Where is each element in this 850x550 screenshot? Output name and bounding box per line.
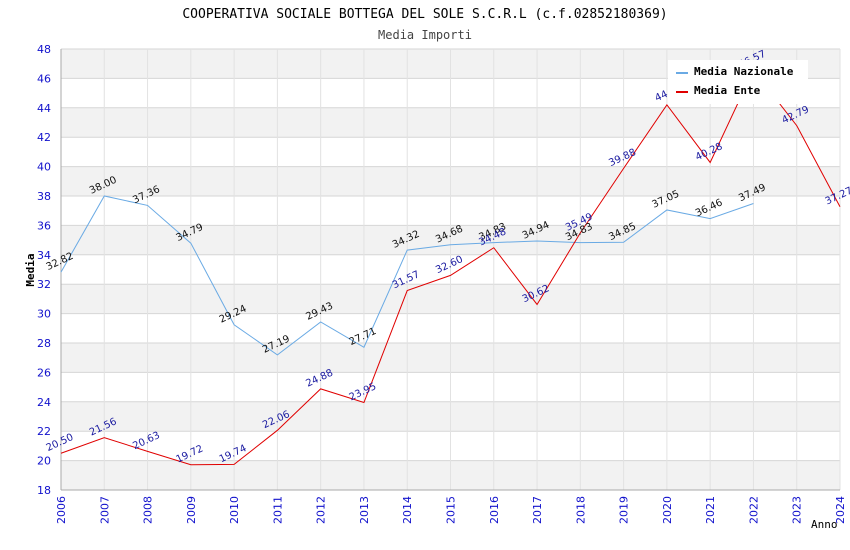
y-tick-label: 28 xyxy=(37,337,51,350)
x-tick-label: 2021 xyxy=(704,496,717,524)
x-tick-label: 2009 xyxy=(185,496,198,524)
data-label-media-ente: 20.63 xyxy=(131,430,162,452)
x-axis-label: Anno xyxy=(811,518,838,531)
x-tick-label: 2015 xyxy=(445,496,458,524)
data-label-media-ente: 32.60 xyxy=(434,254,465,276)
x-tick-label: 2013 xyxy=(358,496,371,524)
x-tick-label: 2019 xyxy=(618,496,631,524)
chart-title: COOPERATIVA SOCIALE BOTTEGA DEL SOLE S.C… xyxy=(182,7,667,22)
y-tick-label: 26 xyxy=(37,366,51,379)
y-tick-label: 48 xyxy=(37,43,51,56)
x-tick-label: 2020 xyxy=(661,496,674,524)
y-tick-label: 36 xyxy=(37,219,51,232)
legend-background xyxy=(668,60,808,104)
chart-subtitle: Media Importi xyxy=(378,28,472,42)
x-tick-label: 2016 xyxy=(488,496,501,524)
data-label-media-ente: 40.28 xyxy=(694,141,725,163)
y-tick-label: 38 xyxy=(37,190,51,203)
y-axis-label: Media xyxy=(24,253,37,286)
legend-label-media-ente: Media Ente xyxy=(694,84,761,97)
y-tick-label: 46 xyxy=(37,72,51,85)
x-tick-label: 2010 xyxy=(228,496,241,524)
y-tick-label: 20 xyxy=(37,455,51,468)
x-tick-label: 2007 xyxy=(98,496,111,524)
series-line-media-nazionale xyxy=(60,195,754,356)
legend-label-media-nazionale: Media Nazionale xyxy=(694,65,794,78)
x-tick-label: 2008 xyxy=(142,496,155,524)
y-tick-label: 40 xyxy=(37,161,51,174)
x-tick-label: 2024 xyxy=(834,496,847,524)
y-tick-label: 42 xyxy=(37,131,51,144)
x-tick-label: 2022 xyxy=(747,496,760,524)
series-line-media-ente xyxy=(60,69,841,466)
x-tick-label: 2023 xyxy=(791,496,804,524)
x-tick-label: 2011 xyxy=(271,496,284,524)
data-label-media-nazionale: 36.46 xyxy=(694,197,725,219)
y-tick-label: 32 xyxy=(37,278,51,291)
x-tick-label: 2012 xyxy=(315,496,328,524)
data-label-media-ente: 23.95 xyxy=(348,381,379,403)
x-tick-label: 2014 xyxy=(401,496,414,524)
chart-series xyxy=(60,69,841,466)
y-tick-label: 22 xyxy=(37,425,51,438)
y-tick-label: 44 xyxy=(37,102,51,115)
y-tick-label: 24 xyxy=(37,396,51,409)
x-tick-label: 2006 xyxy=(55,496,68,524)
chart-legend: Media Nazionale Media Ente xyxy=(668,60,808,104)
x-tick-label: 2018 xyxy=(574,496,587,524)
y-tick-label: 34 xyxy=(37,249,51,262)
y-tick-label: 18 xyxy=(37,484,51,497)
x-tick-label: 2017 xyxy=(531,496,544,524)
data-label-media-ente: 39.88 xyxy=(607,147,638,169)
y-tick-label: 30 xyxy=(37,308,51,321)
